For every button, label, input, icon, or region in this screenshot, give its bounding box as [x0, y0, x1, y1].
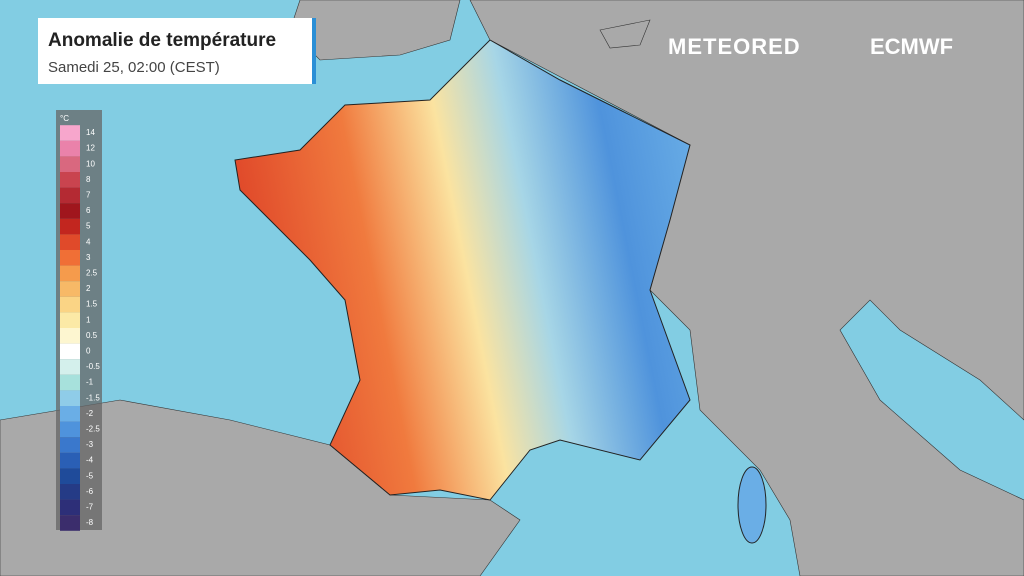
legend-label: 1 — [86, 315, 91, 324]
legend-swatch — [60, 328, 80, 344]
title-accent — [312, 18, 316, 84]
legend-swatch — [60, 156, 80, 172]
legend-label: -3 — [86, 440, 94, 449]
legend-label: 3 — [86, 253, 91, 262]
corsica — [737, 466, 767, 544]
subtitle: Samedi 25, 02:00 (CEST) — [48, 59, 220, 76]
legend-swatch — [60, 265, 80, 282]
legend-label: 5 — [86, 222, 91, 231]
legend-swatch — [60, 406, 80, 422]
legend-label: -2 — [86, 409, 94, 418]
title: Anomalie de température — [48, 30, 276, 51]
legend-label: 2.5 — [86, 269, 98, 278]
legend-label: -1 — [86, 378, 94, 387]
legend-label: 12 — [86, 144, 95, 153]
legend-swatch — [60, 125, 80, 141]
legend-swatch — [60, 172, 80, 188]
legend-label: 14 — [86, 128, 95, 137]
logo-ecmwf: ECMWF — [870, 34, 953, 59]
legend-label: 2 — [86, 284, 91, 293]
legend-label: 6 — [86, 206, 91, 215]
legend-label: 0.5 — [86, 331, 98, 340]
legend-label: -7 — [86, 503, 94, 512]
legend-swatch — [60, 515, 80, 531]
legend-swatch — [60, 218, 80, 235]
title-box — [38, 18, 315, 84]
legend-label: 7 — [86, 191, 91, 200]
legend-swatch — [60, 296, 80, 313]
legend-swatch — [60, 250, 80, 266]
legend-label: -2.5 — [86, 425, 100, 434]
legend-swatch — [60, 484, 80, 500]
legend-swatch — [60, 437, 80, 453]
legend-label: 4 — [86, 237, 91, 246]
legend-label: 0 — [86, 347, 91, 356]
legend-label: -5 — [86, 471, 94, 480]
legend-swatch — [60, 359, 80, 375]
legend-label: 1.5 — [86, 300, 98, 309]
legend-label: -6 — [86, 487, 94, 496]
legend-label: -8 — [86, 518, 94, 527]
legend-swatch — [60, 187, 80, 204]
legend-swatch — [60, 499, 80, 516]
legend-label: -4 — [86, 456, 94, 465]
legend-swatch — [60, 421, 80, 438]
legend-swatch — [60, 390, 80, 406]
legend-swatch — [60, 234, 80, 250]
legend-label: 10 — [86, 159, 95, 168]
legend-swatch — [60, 343, 80, 360]
legend-label: 8 — [86, 175, 91, 184]
legend-swatch — [60, 203, 80, 219]
legend-swatch — [60, 468, 80, 484]
legend-swatch — [60, 374, 80, 391]
legend-swatch — [60, 140, 80, 157]
legend-unit: °C — [60, 114, 69, 123]
logo-meteored: METEORED — [668, 34, 801, 59]
legend-label: -0.5 — [86, 362, 100, 371]
legend-swatch — [60, 452, 80, 469]
france — [234, 39, 691, 501]
legend-label: -1.5 — [86, 393, 100, 402]
legend-swatch — [60, 312, 80, 328]
legend-swatch — [60, 281, 80, 297]
